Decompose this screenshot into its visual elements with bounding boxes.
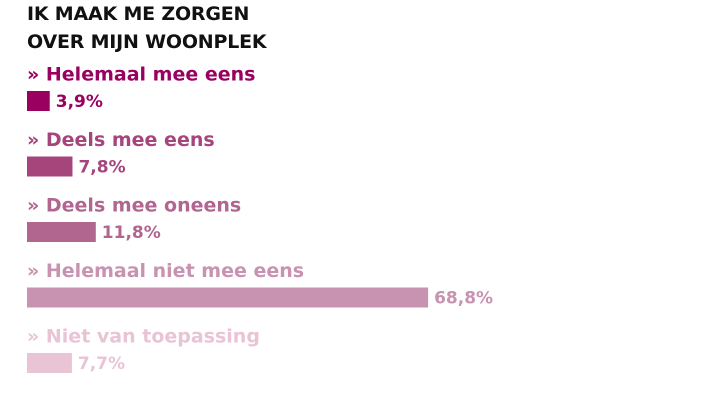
bar [27,156,73,177]
category-label: » Deels mee oneens [27,195,241,217]
value-label: 3,9% [56,92,103,112]
category-label: » Helemaal niet mee eens [27,260,304,282]
category-label: » Niet van toepassing [27,326,260,348]
category-label: » Deels mee eens [27,129,215,151]
bar [27,287,429,308]
value-label: 7,7% [78,354,125,374]
value-label: 7,8% [78,158,125,178]
bar [27,222,96,242]
value-label: 68,8% [434,289,493,309]
chart-title: IK MAAK ME ZORGEN OVER MIJN WOONPLEK [27,3,267,53]
category-label: » Helemaal mee eens [27,64,255,86]
bar [27,91,50,111]
bar [27,353,72,373]
value-label: 11,8% [102,223,161,243]
